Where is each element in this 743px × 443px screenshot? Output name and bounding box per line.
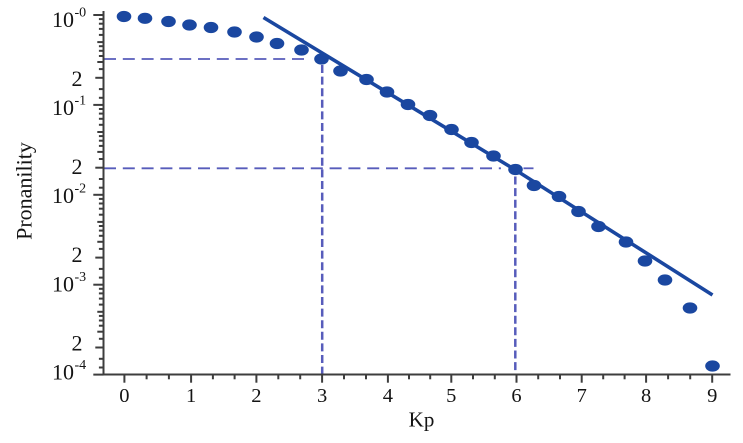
svg-text:2: 2 (72, 154, 83, 179)
svg-text:-3: -3 (75, 270, 87, 285)
svg-text:-2: -2 (75, 182, 87, 197)
svg-text:10: 10 (52, 7, 74, 32)
svg-text:6: 6 (511, 385, 521, 407)
svg-text:3: 3 (317, 385, 327, 407)
svg-text:5: 5 (446, 385, 456, 407)
svg-text:Pronanility: Pronanility (12, 142, 37, 240)
svg-text:4: 4 (383, 385, 393, 407)
svg-text:2: 2 (72, 66, 83, 91)
svg-text:7: 7 (577, 385, 587, 407)
svg-text:8: 8 (641, 385, 651, 407)
svg-text:10: 10 (52, 360, 74, 385)
svg-text:0: 0 (119, 385, 129, 407)
svg-text:-4: -4 (75, 358, 87, 373)
svg-text:Kp: Kp (409, 408, 435, 432)
svg-text:-1: -1 (75, 94, 87, 109)
svg-text:2: 2 (72, 242, 83, 267)
svg-text:2: 2 (251, 385, 261, 407)
svg-text:10: 10 (52, 183, 74, 208)
svg-text:10: 10 (52, 95, 74, 120)
svg-text:9: 9 (707, 385, 717, 407)
svg-text:2: 2 (72, 330, 83, 355)
svg-text:1: 1 (186, 385, 196, 407)
svg-text:-0: -0 (75, 5, 87, 20)
svg-text:10: 10 (52, 271, 74, 296)
